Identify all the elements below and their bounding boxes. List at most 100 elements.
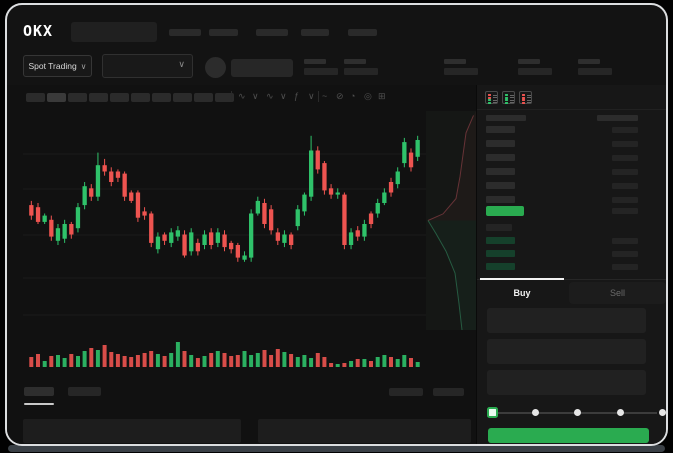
book-combined-icon[interactable] xyxy=(485,91,498,104)
last-price-highlight[interactable] xyxy=(486,206,524,216)
timeframe-button-placeholder[interactable] xyxy=(215,93,234,102)
book-bids-icon[interactable] xyxy=(502,91,515,104)
ask-row-amount[interactable] xyxy=(612,127,638,133)
timeframe-button-placeholder[interactable] xyxy=(110,93,129,102)
tab-sell[interactable]: Sell xyxy=(569,282,666,304)
market-type-label: Spot Trading xyxy=(28,61,77,71)
chart-region: ∿ ∨ ∿ ∨ ƒ ∨ ~ ⊘ ◔ ◎ ⊞ xyxy=(7,85,476,444)
wave-icon[interactable]: ~ xyxy=(322,91,328,101)
ask-row-price[interactable] xyxy=(486,168,515,175)
app-window: OKX Spot Trading ∨ ∨ ∿ ∨ ∿ ∨ ƒ ∨ ~ ⊘ ◔ ◎ ⊞ xyxy=(5,3,668,446)
tab-buy[interactable]: Buy xyxy=(513,288,531,298)
book-row-dot xyxy=(505,101,508,104)
nav-item-placeholder[interactable] xyxy=(348,29,377,36)
device-base xyxy=(8,445,665,452)
slider-stop[interactable] xyxy=(574,409,581,416)
book-row-dash xyxy=(510,99,514,101)
ask-row-amount[interactable] xyxy=(612,141,638,147)
book-row-dot xyxy=(488,96,491,99)
line-style-icon[interactable]: ∿ xyxy=(238,91,246,101)
slider-stop[interactable] xyxy=(531,409,539,416)
divider xyxy=(477,109,666,110)
ask-row-price[interactable] xyxy=(486,182,515,189)
ask-row-amount[interactable] xyxy=(612,197,638,203)
bid-row-price[interactable] xyxy=(486,224,512,231)
book-row-dash xyxy=(527,99,531,101)
ask-row-amount[interactable] xyxy=(612,169,638,175)
order-input-placeholder[interactable] xyxy=(487,339,646,364)
stat-value-placeholder xyxy=(578,68,612,75)
timeframe-button-placeholder[interactable] xyxy=(131,93,150,102)
search-input[interactable] xyxy=(71,22,157,42)
ask-row-amount[interactable] xyxy=(612,155,638,161)
book-row-dash xyxy=(527,94,531,96)
ask-row-amount[interactable] xyxy=(612,183,638,189)
slider-stop[interactable] xyxy=(659,409,666,416)
ask-row-price[interactable] xyxy=(486,140,515,147)
bid-row-price[interactable] xyxy=(486,250,515,257)
orders-panel-placeholder xyxy=(258,419,471,443)
nav-item-placeholder[interactable] xyxy=(209,29,238,36)
pair-dropdown[interactable]: ∨ xyxy=(102,54,193,78)
ask-row-price[interactable] xyxy=(486,154,515,161)
chevron-down-icon[interactable]: ∨ xyxy=(252,91,259,101)
market-type-selector[interactable]: Spot Trading ∨ xyxy=(23,55,92,77)
nav-item-placeholder[interactable] xyxy=(301,29,329,36)
book-row-dot xyxy=(488,101,491,104)
depth-chart xyxy=(426,111,476,330)
book-row-dash xyxy=(493,97,497,98)
tabs-divider xyxy=(477,279,666,280)
order-input-placeholder[interactable] xyxy=(487,308,646,333)
nav-item-placeholder[interactable] xyxy=(169,29,201,36)
slider-handle[interactable] xyxy=(487,407,498,418)
volume-chart xyxy=(29,342,420,367)
bid-row-amount[interactable] xyxy=(612,264,638,270)
fullscreen-icon[interactable]: ⊞ xyxy=(378,91,386,101)
timeframe-button-placeholder[interactable] xyxy=(173,93,192,102)
bottom-tab-placeholder[interactable] xyxy=(68,387,101,396)
slider-stop[interactable] xyxy=(616,409,624,416)
okx-logo[interactable]: OKX xyxy=(23,22,54,40)
indicators-icon[interactable]: ƒ xyxy=(294,91,300,101)
candle-type-icon[interactable]: ∿ xyxy=(266,91,274,101)
buy-button[interactable] xyxy=(488,428,649,443)
nav-item-placeholder[interactable] xyxy=(256,29,288,36)
timer-icon[interactable]: ◎ xyxy=(364,91,372,101)
book-row-dash xyxy=(510,97,514,98)
order-input-placeholder[interactable] xyxy=(487,370,646,395)
chevron-down-icon: ∨ xyxy=(80,61,87,71)
timeframe-button-placeholder[interactable] xyxy=(152,93,171,102)
bottom-action-placeholder[interactable] xyxy=(389,388,423,396)
ask-row-price[interactable] xyxy=(486,196,515,203)
timeframe-button-placeholder[interactable] xyxy=(68,93,87,102)
book-row-dash xyxy=(510,94,514,96)
bid-row-amount[interactable] xyxy=(612,238,638,244)
stat-value-placeholder xyxy=(444,68,478,75)
ticker-stat-placeholder xyxy=(344,58,380,76)
timeframe-button-placeholder[interactable] xyxy=(89,93,108,102)
stat-value-placeholder xyxy=(518,68,552,75)
chevron-down-icon[interactable]: ∨ xyxy=(280,91,287,101)
pair-price-placeholder xyxy=(231,59,293,77)
book-row-dot xyxy=(522,101,525,104)
bid-row-price[interactable] xyxy=(486,237,515,244)
timeframe-button-placeholder[interactable] xyxy=(47,93,66,102)
book-row-dot xyxy=(505,99,508,101)
active-tab-underline xyxy=(24,403,54,405)
ask-row-price[interactable] xyxy=(486,126,515,133)
candlestick-chart[interactable] xyxy=(23,111,426,335)
stat-value-placeholder xyxy=(304,68,338,75)
stat-label-placeholder xyxy=(344,59,366,64)
bottom-action-placeholder[interactable] xyxy=(433,388,464,396)
draw-tools-icon[interactable]: ⊘ xyxy=(336,91,344,101)
book-asks-icon[interactable] xyxy=(519,91,532,104)
bottom-tab-placeholder[interactable] xyxy=(24,387,54,396)
snapshot-icon[interactable]: ◔ xyxy=(350,91,356,101)
bid-row-price[interactable] xyxy=(486,263,515,270)
timeframe-button-placeholder[interactable] xyxy=(26,93,45,102)
ob-header-amount xyxy=(597,115,638,121)
timeframe-button-placeholder[interactable] xyxy=(194,93,213,102)
ob-header-price xyxy=(486,115,526,121)
bid-row-amount[interactable] xyxy=(612,251,638,257)
chevron-down-icon[interactable]: ∨ xyxy=(308,91,315,101)
